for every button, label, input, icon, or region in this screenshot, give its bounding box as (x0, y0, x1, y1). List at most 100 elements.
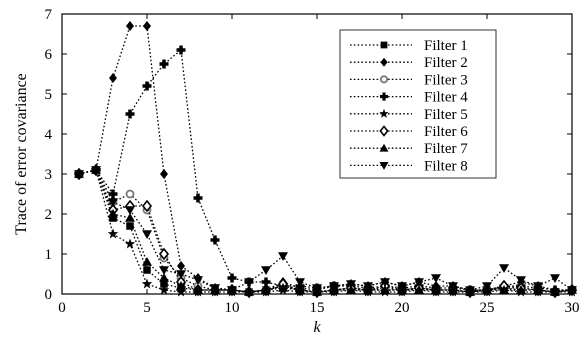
data-point (550, 287, 560, 296)
data-point (227, 273, 237, 283)
y-axis-ticks: 0 1 2 3 4 5 6 7 (45, 7, 572, 303)
legend-marker (379, 108, 389, 118)
data-point (380, 285, 390, 294)
y-tick-label: 0 (45, 287, 53, 303)
legend-item: Filter 7 (350, 141, 468, 157)
legend-item: Filter 6 (350, 124, 468, 140)
data-point (397, 282, 407, 291)
data-point (346, 285, 356, 294)
x-tick-label: 5 (143, 300, 151, 316)
legend-item: Filter 1 (350, 38, 468, 54)
data-point (414, 285, 424, 294)
series-line (78, 169, 573, 293)
data-point (567, 286, 577, 295)
series-line (78, 169, 573, 293)
data-point (160, 280, 168, 288)
legend-marker (379, 92, 389, 101)
x-axis-ticks: 0 5 10 15 20 25 30 (58, 14, 580, 316)
legend-marker (380, 41, 388, 49)
data-point (125, 213, 135, 222)
x-tick-label: 20 (395, 300, 410, 316)
data-point (210, 284, 220, 293)
data-point (516, 276, 526, 285)
data-point (159, 273, 169, 282)
data-point (125, 206, 135, 215)
data-point (278, 283, 288, 292)
series-2 (75, 21, 576, 297)
data-point (465, 286, 475, 295)
data-point (176, 270, 186, 279)
series-line (78, 48, 572, 291)
legend-item: Filter 8 (350, 158, 468, 174)
data-point (414, 278, 424, 287)
data-point (159, 59, 169, 69)
data-point (160, 169, 168, 179)
data-point (278, 252, 288, 261)
data-point (108, 189, 118, 199)
data-point (380, 278, 390, 287)
data-point (141, 278, 153, 289)
data-point (448, 282, 458, 291)
data-point (261, 266, 271, 275)
x-axis-label: k (313, 319, 321, 336)
data-point (363, 282, 373, 291)
data-point (176, 45, 186, 55)
data-point (499, 285, 509, 294)
data-point (158, 247, 170, 261)
data-point (143, 266, 151, 274)
series-line (78, 25, 572, 293)
legend-item: Filter 2 (350, 55, 468, 71)
data-point (141, 199, 153, 213)
data-point (126, 21, 134, 31)
y-tick-label: 2 (45, 207, 53, 223)
y-tick-label: 3 (45, 167, 53, 183)
data-point (143, 21, 151, 31)
series-line (78, 169, 573, 293)
data-point (295, 285, 305, 294)
y-tick-label: 4 (45, 127, 53, 143)
x-tick-label: 15 (310, 300, 325, 316)
legend-marker (379, 162, 389, 170)
data-point (193, 193, 203, 203)
data-point (108, 198, 118, 207)
legend-item: Filter 4 (350, 90, 468, 106)
legend-item: Filter 5 (350, 107, 468, 123)
data-point (261, 277, 271, 287)
data-point (108, 209, 118, 218)
legend-marker (379, 125, 389, 137)
x-tick-label: 10 (225, 300, 240, 316)
data-point (482, 282, 492, 291)
data-point (346, 280, 356, 289)
legend-box (339, 29, 497, 179)
data-point (533, 282, 543, 291)
data-point (175, 286, 187, 297)
data-point (91, 166, 101, 175)
data-point (244, 287, 254, 296)
data-point (126, 222, 134, 230)
data-point (193, 285, 203, 294)
data-point (261, 285, 271, 294)
data-point (177, 261, 185, 271)
data-point (550, 274, 560, 283)
y-tick-label: 6 (45, 47, 53, 63)
data-point (312, 284, 322, 293)
legend-marker (379, 143, 389, 152)
data-point (158, 284, 170, 295)
legend-label: Filter 4 (424, 90, 468, 106)
legend-label: Filter 7 (424, 141, 468, 157)
data-point (329, 282, 339, 291)
data-point (244, 278, 254, 287)
data-point (159, 266, 169, 275)
x-tick-label: 30 (565, 300, 580, 316)
series-line (78, 169, 572, 293)
legend-label: Filter 6 (424, 124, 468, 140)
data-point (74, 170, 84, 179)
y-tick-label: 1 (45, 247, 53, 263)
legend-marker (380, 57, 388, 67)
legend-label: Filter 2 (424, 55, 468, 71)
data-point (193, 276, 203, 285)
series-line (78, 169, 573, 291)
data-point (125, 189, 135, 199)
y-axis-label: Trace of error covariance (13, 73, 30, 235)
